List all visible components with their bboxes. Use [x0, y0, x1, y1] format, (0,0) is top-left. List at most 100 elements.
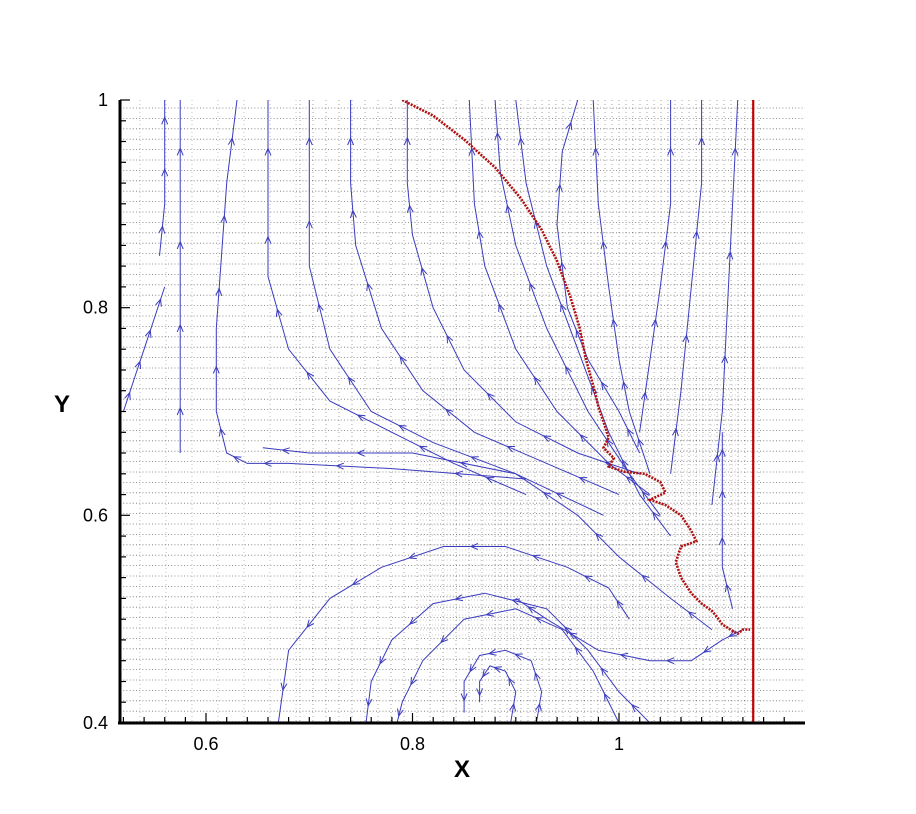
streamline-arrow [534, 617, 544, 624]
streamline-arrow [641, 490, 650, 500]
axes [118, 100, 805, 725]
y-tick-label: 0.6 [83, 505, 108, 525]
streamline-arrow [583, 575, 593, 583]
streamline-22 [396, 608, 620, 723]
streamline-arrow [692, 230, 700, 239]
streamline-arrow [281, 447, 290, 455]
streamline-11 [515, 100, 672, 537]
streamline-arrow [356, 449, 365, 457]
streamline-arrow [631, 703, 640, 713]
streamline-1 [122, 286, 166, 412]
streamline-arrow [600, 667, 609, 676]
streamline-arrow [366, 282, 373, 292]
streamline-arrow [651, 318, 659, 328]
streamline-arrow [440, 635, 449, 644]
streamline-arrow [731, 147, 739, 156]
streamline-arrow [446, 334, 454, 344]
streamline-23 [463, 649, 543, 723]
streamline-arrow [595, 532, 604, 541]
streamline-arrow [574, 646, 583, 656]
streamline-arrow [444, 408, 454, 417]
streamline-arrow [494, 131, 502, 141]
streamline-arrow [468, 147, 476, 156]
streamline-arrow [508, 677, 516, 686]
streamline-arrow [592, 147, 600, 156]
streamline-arrow [399, 355, 407, 365]
streamline-arrow [215, 287, 223, 296]
streamline-arrow [533, 376, 542, 385]
streamline-arrow [718, 489, 726, 499]
streamline-arrow [579, 434, 588, 443]
streamline-arrow [220, 214, 228, 224]
streamline-arrow [176, 406, 184, 416]
streamline-arrow [280, 682, 288, 692]
interface-curve [401, 100, 751, 636]
streamline-arrow [493, 666, 503, 673]
streamline-arrow [263, 459, 272, 467]
streamline-arrow [470, 456, 479, 463]
streamline-arrow [347, 136, 355, 146]
streamline-arrow [408, 616, 418, 625]
streamline-arrow [485, 477, 495, 484]
streamline-arrow [306, 371, 315, 380]
streamline-20 [277, 546, 630, 723]
streamline-arrow [349, 209, 357, 219]
streamline-arrow [542, 491, 552, 500]
streamline-24 [479, 665, 517, 723]
x-tick-label: 0.8 [400, 734, 425, 754]
streamline-arrow [718, 448, 726, 457]
streamline-arrow [459, 460, 469, 468]
streamline-12 [262, 447, 713, 630]
streamline-15 [639, 100, 672, 433]
streamline-arrow [454, 470, 463, 478]
streamline-arrow [726, 251, 734, 260]
streamline-arrow [531, 554, 541, 562]
streamline-arrow [728, 630, 738, 637]
streamline-6 [308, 100, 604, 516]
streamline-arrow [406, 204, 414, 213]
streamline-arrow [555, 492, 565, 500]
streamline-9 [468, 100, 651, 495]
streamline-arrow [264, 235, 272, 244]
streamline-arrow [356, 414, 366, 422]
streamline-arrow [591, 386, 598, 396]
streamline-5 [267, 100, 527, 496]
streamline-21 [365, 592, 651, 723]
streamline-arrow [564, 626, 573, 635]
mesh-grid [120, 100, 805, 723]
streamline-arrow [134, 360, 142, 370]
streamline-arrow [718, 536, 726, 545]
x-axis-label: X [454, 756, 470, 783]
streamline-arrow [155, 297, 162, 307]
streamline-arrow [671, 427, 679, 437]
streamline-arrow [565, 121, 573, 131]
streamline-arrow [702, 645, 712, 654]
streamline-19 [515, 597, 744, 662]
streamline-arrow [469, 663, 477, 673]
streamline-arrow [144, 329, 152, 338]
streamline-arrow [603, 692, 611, 702]
streamline-13 [556, 100, 641, 454]
streamline-arrow [661, 240, 669, 250]
streamline-arrow [124, 391, 131, 401]
streamline-arrow [601, 381, 609, 391]
streamline-arrow [397, 424, 407, 432]
streamline-arrow [420, 266, 428, 276]
interface-curve-group [401, 100, 751, 636]
streamline-arrow [469, 543, 479, 550]
streamline-arrow [275, 308, 283, 318]
streamline-arrow [264, 147, 272, 156]
streamline-arrow [347, 376, 356, 385]
x-tick-label: 0.6 [193, 734, 218, 754]
streamline-arrow [621, 380, 629, 390]
streamline-arrow [505, 204, 513, 214]
streamline-arrow [513, 653, 523, 660]
streamline-arrow [379, 656, 387, 665]
streamline-arrow [212, 365, 220, 374]
streamline-arrow [721, 354, 729, 364]
streamline-arrow [534, 702, 542, 712]
streamline-arrow [403, 136, 411, 146]
streamline-arrow [527, 606, 536, 614]
streamline-7 [350, 100, 620, 496]
